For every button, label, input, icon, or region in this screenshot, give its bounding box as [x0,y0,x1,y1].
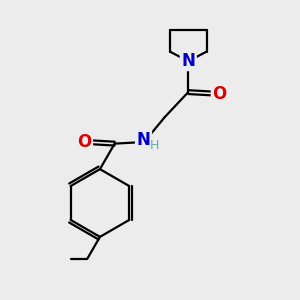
Text: N: N [181,52,195,70]
Text: N: N [136,131,151,149]
Text: H: H [150,139,159,152]
Text: O: O [77,133,92,151]
Text: O: O [212,85,226,103]
